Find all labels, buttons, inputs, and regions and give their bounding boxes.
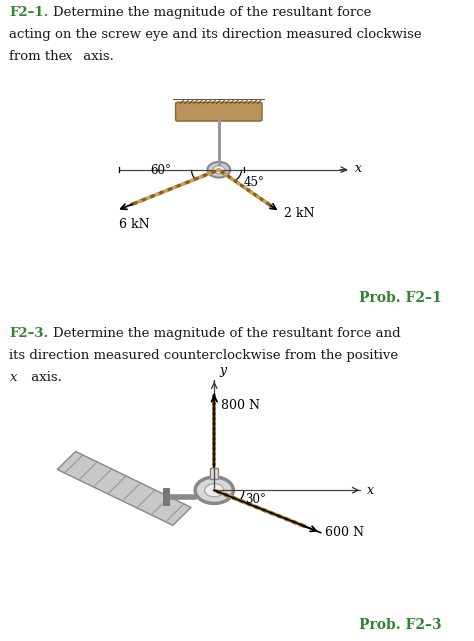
Circle shape: [195, 477, 233, 503]
Text: Prob. F2–3: Prob. F2–3: [359, 617, 442, 631]
Text: 600 N: 600 N: [325, 526, 364, 539]
Text: axis.: axis.: [27, 371, 62, 384]
FancyBboxPatch shape: [175, 102, 262, 121]
Text: its direction measured counterclockwise from the positive: its direction measured counterclockwise …: [9, 349, 399, 362]
Text: x: x: [367, 484, 374, 497]
Polygon shape: [57, 451, 191, 526]
Text: Determine the magnitude of the resultant force: Determine the magnitude of the resultant…: [53, 6, 371, 19]
Text: x: x: [65, 51, 73, 63]
Text: y: y: [220, 364, 227, 377]
Text: 45°: 45°: [244, 176, 264, 189]
Bar: [210, 468, 219, 479]
Text: 60°: 60°: [151, 165, 172, 178]
Text: 30°: 30°: [245, 494, 266, 506]
Text: 6 kN: 6 kN: [118, 219, 149, 231]
Text: 800 N: 800 N: [221, 399, 260, 412]
Text: Prob. F2–1: Prob. F2–1: [359, 291, 442, 305]
Text: x: x: [9, 371, 17, 384]
Text: axis.: axis.: [79, 51, 113, 63]
Text: F2–1.: F2–1.: [9, 6, 49, 19]
Circle shape: [205, 484, 224, 497]
Text: from the: from the: [9, 51, 71, 63]
Text: 2 kN: 2 kN: [284, 206, 315, 220]
Text: Determine the magnitude of the resultant force and: Determine the magnitude of the resultant…: [53, 327, 401, 340]
Text: F2–3.: F2–3.: [9, 327, 49, 340]
Text: acting on the screw eye and its direction measured clockwise: acting on the screw eye and its directio…: [9, 28, 422, 42]
Circle shape: [208, 162, 230, 178]
Text: x: x: [356, 162, 362, 174]
Circle shape: [213, 165, 225, 174]
